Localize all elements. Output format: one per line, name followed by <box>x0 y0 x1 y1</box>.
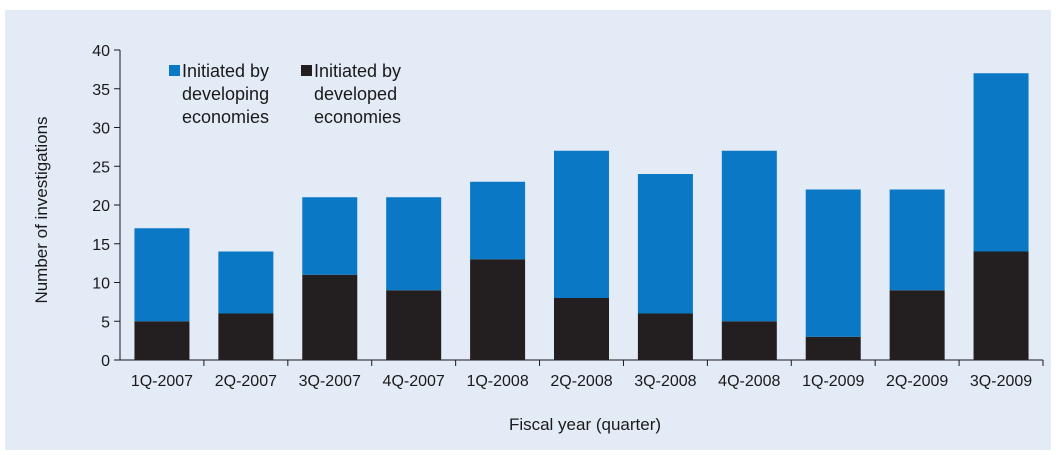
y-tick-label: 40 <box>92 43 110 60</box>
bar-developing <box>218 251 274 314</box>
bar-developing <box>721 150 777 322</box>
bar-developing <box>554 150 609 298</box>
legend-label: Initiated by <box>314 61 401 81</box>
bar-developed <box>721 321 777 360</box>
bar-developing <box>302 197 358 275</box>
bar-developed <box>218 313 274 360</box>
y-tick-label: 30 <box>92 121 110 138</box>
bar-developed <box>973 251 1029 360</box>
bar-developing <box>386 197 442 291</box>
bar-developed <box>554 298 609 360</box>
y-axis-title: Number of investigations <box>32 116 51 303</box>
bar-developing <box>889 189 945 291</box>
x-tick-label: 2Q-2007 <box>215 373 277 390</box>
legend-label: developing <box>182 84 269 104</box>
x-tick-label: 1Q-2008 <box>466 373 528 390</box>
bar-developed <box>302 274 358 360</box>
x-tick-label: 4Q-2008 <box>718 373 780 390</box>
legend-label: Initiated by <box>182 61 269 81</box>
y-tick-label: 5 <box>101 314 110 331</box>
x-tick-label: 1Q-2009 <box>802 373 864 390</box>
bar-developed <box>805 336 861 360</box>
legend-label: economies <box>182 107 269 127</box>
y-tick-label: 0 <box>101 353 110 370</box>
bars <box>134 73 1029 360</box>
x-tick-label: 3Q-2008 <box>634 373 696 390</box>
y-tick-label: 10 <box>92 276 110 293</box>
legend-swatch-developed <box>301 65 312 76</box>
ticks: 0 5 10 15 20 25 30 35 40 1Q-2007 2Q-2007 3Q-2007 4Q-… <box>92 43 1044 390</box>
y-tick-label: 35 <box>92 82 110 99</box>
bar-developed <box>134 321 190 360</box>
y-tick-label: 25 <box>92 159 110 176</box>
y-tick-label: 20 <box>92 198 110 215</box>
x-tick-label: 2Q-2008 <box>550 373 612 390</box>
x-tick-label: 3Q-2007 <box>299 373 361 390</box>
bar-developed <box>637 313 693 360</box>
bar-developing <box>637 174 693 314</box>
x-tick-label: 3Q-2009 <box>970 373 1032 390</box>
legend-swatch-developing <box>169 65 180 76</box>
legend-label: economies <box>314 107 401 127</box>
bar-developed <box>889 290 945 360</box>
bar-developed <box>470 259 526 360</box>
chart-panel: 0 5 10 15 20 25 30 35 40 1Q-2007 2Q-2007 3Q-2007 4Q-… <box>5 10 1051 450</box>
bar-developing <box>134 228 190 322</box>
bar-developing <box>470 181 526 260</box>
y-tick-label: 15 <box>92 237 110 254</box>
x-tick-label: 1Q-2007 <box>131 373 193 390</box>
chart-svg: 0 5 10 15 20 25 30 35 40 1Q-2007 2Q-2007 3Q-2007 4Q-… <box>32 43 1044 434</box>
legend-label: developed <box>314 84 397 104</box>
legend: Initiated by developing economies Initiated… <box>169 61 401 127</box>
x-tick-label: 4Q-2007 <box>383 373 445 390</box>
x-axis-title: Fiscal year (quarter) <box>509 415 661 434</box>
x-tick-label: 2Q-2009 <box>886 373 948 390</box>
bar-developing <box>973 73 1029 252</box>
bar-developing <box>805 189 861 337</box>
bar-developed <box>386 290 442 360</box>
